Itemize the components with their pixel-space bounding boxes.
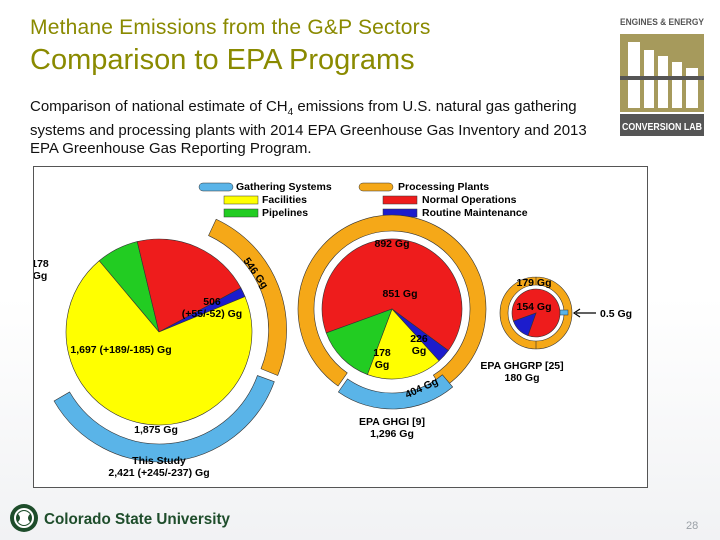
pie-2-slice-label-normal-operations: 851 Gg (382, 288, 417, 300)
pie-3-pointer-arrow (572, 308, 596, 318)
pie-2-slice-facilities (367, 308, 440, 380)
pie-1-total: 2,421 (+245/-237) Gg (108, 467, 209, 479)
pie-3-ring-processing-plants (499, 276, 573, 350)
legend-label-processing: Processing Plants (398, 181, 489, 193)
slide-description: Comparison of national estimate of CH4 e… (30, 98, 615, 158)
pie-2-slice-label-facilities: 226 (410, 333, 428, 345)
pie-2-slice-normal-operations (321, 238, 463, 351)
pie-1-ring-processing-plants (208, 218, 287, 376)
pie-1 (53, 218, 287, 463)
pie-1-title: This Study (132, 455, 186, 467)
pie-3-slice-routine-maintenance (513, 312, 537, 336)
pie-2-title: EPA GHGI [9] (359, 416, 425, 428)
slide-title: Comparison to EPA Programs (30, 44, 415, 76)
pie-3-ring-label-processing-plants: 179 Gg (516, 277, 551, 289)
legend-label-gathering: Gathering Systems (236, 181, 332, 193)
legend-swatch-gathering (198, 182, 234, 192)
slide-kicker: Methane Emissions from the G&P Sectors (30, 16, 431, 39)
pie-3-ring-gathering-sliver (559, 309, 569, 316)
pie-3-title: EPA GHGRP [25] (480, 360, 563, 372)
pie-2-slice-pipelines (325, 308, 393, 375)
pie-1-slice-normal-operations (136, 238, 242, 333)
pie-1-slice-label-normal-operations: 506 (203, 296, 221, 308)
legend-swatch-normal (382, 195, 418, 205)
pie-1-slice-label-pipelines: 178 (34, 258, 49, 270)
pie-1-slice-label-facilities: 1,697 (+189/-185) Gg (70, 344, 171, 356)
pie-1-ring-label-gathering-systems: 1,875 Gg (134, 424, 178, 436)
pie-3 (499, 276, 573, 350)
legend-label-pipelines: Pipelines (262, 207, 308, 219)
pie-1-slice-label2-normal-operations: (+55/-52) Gg (182, 308, 242, 320)
pie-2 (297, 214, 487, 410)
pie-3-slice-normal-operations (511, 288, 561, 338)
legend: Gathering Systems Facilities Pipelines P… (198, 181, 528, 219)
legend-swatch-facilities (223, 195, 259, 205)
pie-1-slice-label2-pipelines: Gg (34, 270, 47, 282)
pie-1-slice-facilities (65, 260, 253, 426)
csu-wordmark: Colorado State University (44, 511, 230, 528)
csu-logo: Colorado State University (8, 502, 238, 534)
legend-swatch-pipelines (223, 208, 259, 218)
legend-swatch-processing (358, 182, 394, 192)
legend-label-facilities: Facilities (262, 194, 307, 206)
description-part-2: emissions from U.S. natural gas gatherin… (30, 98, 587, 157)
logo-line2: CONVERSION LAB (622, 122, 702, 133)
pie-2-total: 1,296 Gg (370, 428, 414, 440)
pie-3-ring-label-gathering-systems: 0.5 Gg (600, 308, 632, 320)
eecl-logo: ENGINES & ENERGY CONVERSION LAB (618, 10, 706, 150)
legend-label-maintenance: Routine Maintenance (422, 207, 528, 219)
description-part-1: Comparison of national estimate of CH (30, 98, 288, 115)
pie-2-slice-label-pipelines: 178 (373, 347, 391, 359)
page-number: 28 (686, 520, 699, 532)
pie-2-ring-label-processing-plants: 892 Gg (374, 238, 409, 250)
comparison-pie-charts: Gathering Systems Facilities Pipelines P… (31, 181, 632, 479)
description-subscript: 4 (287, 107, 294, 118)
legend-label-normal: Normal Operations (422, 194, 517, 206)
pie-2-slice-label2-pipelines: Gg (375, 359, 390, 371)
logo-line1: ENGINES & ENERGY (620, 17, 705, 28)
pie-2-ring-gathering-systems (337, 374, 454, 410)
pie-3-total: 180 Gg (504, 372, 539, 384)
pie-3-slice-label-normal-operations: 154 Gg (516, 301, 551, 313)
chart-frame: Gathering Systems Facilities Pipelines P… (31, 166, 648, 488)
pie-2-slice-label2-facilities: Gg (412, 345, 427, 357)
pie-1-ring-gathering-systems (53, 375, 275, 463)
